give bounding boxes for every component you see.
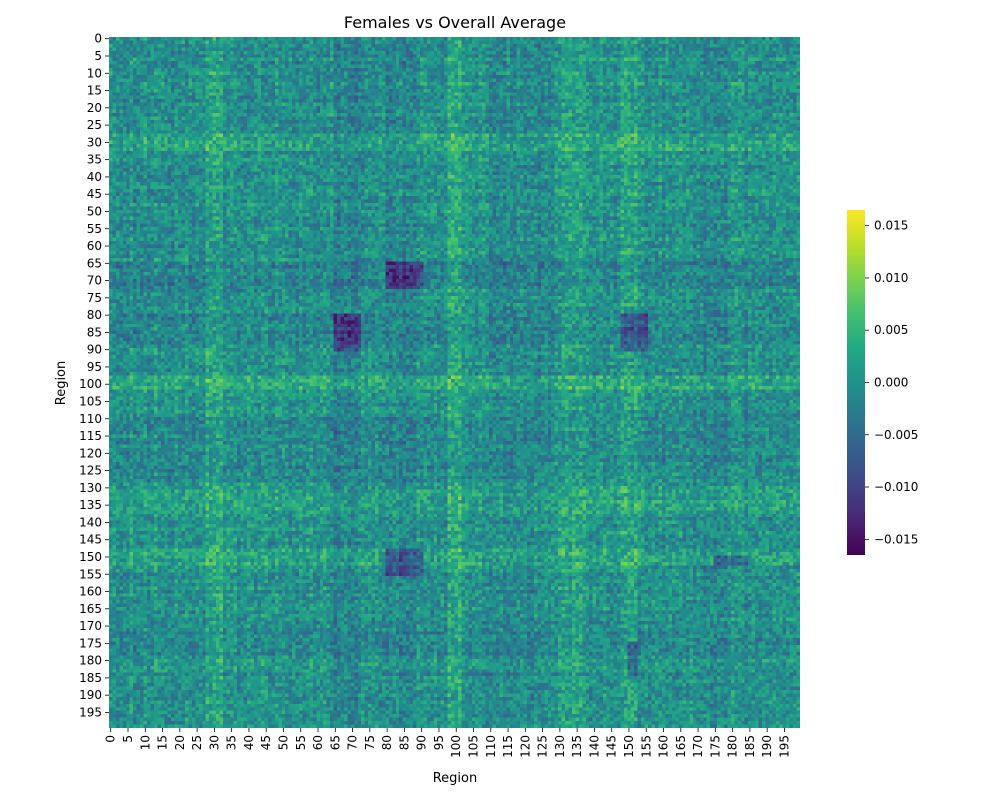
- x-tick-label: 50: [276, 735, 290, 750]
- colorbar-tick-label: 0.015: [874, 219, 908, 233]
- y-tick-label: 145: [79, 533, 102, 547]
- x-axis-label: Region: [433, 771, 478, 786]
- y-tick-label: 130: [79, 481, 102, 495]
- colorbar: −0.015 −0.010 −0.005 0.000 0.005 0.010 0.015: [847, 210, 918, 555]
- x-tick-label: 80: [380, 735, 394, 750]
- y-tick-label: 115: [79, 429, 102, 443]
- x-tick-label: 30: [207, 735, 221, 750]
- y-tick-label: 15: [87, 84, 102, 98]
- colorbar-tick-label: 0.000: [874, 376, 908, 390]
- x-tick-label: 190: [760, 735, 774, 758]
- y-tick-label: 105: [79, 395, 102, 409]
- x-tick-label: 180: [726, 735, 740, 758]
- x-tick-label: 10: [138, 735, 152, 750]
- x-tick-label: 150: [622, 735, 636, 758]
- y-tick-label: 0: [94, 32, 102, 46]
- x-tick-label: 85: [397, 735, 411, 750]
- colorbar-ticks: −0.015 −0.010 −0.005 0.000 0.005 0.010 0.015: [865, 219, 918, 546]
- x-tick-label: 95: [432, 735, 446, 750]
- y-tick-label: 195: [79, 705, 102, 719]
- y-axis-ticks: 0 5 10 15 20 25 30 35 40 45 50 55 60 65 70 75 80 85 90 95 10…: [79, 32, 109, 719]
- y-tick-label: 55: [87, 222, 102, 236]
- x-tick-label: 60: [311, 735, 325, 750]
- x-tick-label: 160: [657, 735, 671, 758]
- x-tick-label: 165: [674, 735, 688, 758]
- x-tick-label: 110: [484, 735, 498, 758]
- y-tick-label: 20: [87, 101, 102, 115]
- x-tick-label: 15: [156, 735, 170, 750]
- y-tick-label: 60: [87, 239, 102, 253]
- colorbar-tick-label: 0.010: [874, 271, 908, 285]
- x-tick-label: 100: [449, 735, 463, 758]
- x-axis-ticks: 0 5 10 15 20 25 30 35 40 45 50 55 60 65 70 75 80 85 90 95 10…: [104, 728, 791, 758]
- x-tick-label: 5: [121, 735, 135, 743]
- x-tick-label: 20: [173, 735, 187, 750]
- y-tick-label: 185: [79, 671, 102, 685]
- y-tick-label: 70: [87, 274, 102, 288]
- x-tick-label: 70: [346, 735, 360, 750]
- heatmap-cells: [109, 37, 800, 728]
- x-tick-label: 90: [415, 735, 429, 750]
- y-tick-label: 90: [87, 343, 102, 357]
- heatmap-grid: [109, 37, 800, 728]
- y-tick-label: 110: [79, 412, 102, 426]
- colorbar-tick-label: 0.005: [874, 323, 908, 337]
- x-tick-label: 175: [708, 735, 722, 758]
- x-tick-label: 155: [639, 735, 653, 758]
- y-tick-label: 180: [79, 654, 102, 668]
- x-tick-label: 125: [536, 735, 550, 758]
- x-tick-label: 130: [553, 735, 567, 758]
- y-tick-label: 165: [79, 602, 102, 616]
- x-tick-label: 140: [587, 735, 601, 758]
- y-tick-label: 80: [87, 308, 102, 322]
- y-tick-label: 45: [87, 187, 102, 201]
- colorbar-gradient: [847, 210, 865, 555]
- x-tick-label: 0: [104, 735, 118, 743]
- x-tick-label: 65: [328, 735, 342, 750]
- y-tick-label: 5: [94, 49, 102, 63]
- colorbar-tick-label: −0.010: [874, 480, 918, 494]
- chart-title: Females vs Overall Average: [344, 13, 566, 32]
- colorbar-tick-label: −0.015: [874, 532, 918, 546]
- y-tick-label: 95: [87, 360, 102, 374]
- y-tick-label: 150: [79, 550, 102, 564]
- y-tick-label: 10: [87, 66, 102, 80]
- y-tick-label: 40: [87, 170, 102, 184]
- colorbar-tick-label: −0.005: [874, 428, 918, 442]
- y-axis-label: Region: [54, 361, 69, 406]
- y-tick-label: 75: [87, 291, 102, 305]
- y-tick-label: 65: [87, 256, 102, 270]
- x-tick-label: 115: [501, 735, 515, 758]
- x-tick-label: 45: [259, 735, 273, 750]
- x-tick-label: 55: [294, 735, 308, 750]
- x-tick-label: 25: [190, 735, 204, 750]
- y-tick-label: 25: [87, 118, 102, 132]
- y-tick-label: 100: [79, 377, 102, 391]
- x-tick-label: 40: [242, 735, 256, 750]
- y-tick-label: 140: [79, 515, 102, 529]
- y-tick-label: 35: [87, 153, 102, 167]
- y-tick-label: 85: [87, 325, 102, 339]
- y-tick-label: 50: [87, 204, 102, 218]
- y-tick-label: 135: [79, 498, 102, 512]
- y-tick-label: 120: [79, 446, 102, 460]
- y-tick-label: 190: [79, 688, 102, 702]
- x-tick-label: 145: [605, 735, 619, 758]
- x-tick-label: 135: [570, 735, 584, 758]
- x-tick-label: 120: [518, 735, 532, 758]
- x-tick-label: 75: [363, 735, 377, 750]
- y-tick-label: 160: [79, 585, 102, 599]
- x-tick-label: 195: [777, 735, 791, 758]
- x-tick-label: 185: [743, 735, 757, 758]
- y-tick-label: 125: [79, 464, 102, 478]
- x-tick-label: 105: [467, 735, 481, 758]
- y-tick-label: 30: [87, 135, 102, 149]
- y-tick-label: 175: [79, 636, 102, 650]
- x-tick-label: 35: [225, 735, 239, 750]
- y-tick-label: 155: [79, 567, 102, 581]
- x-tick-label: 170: [691, 735, 705, 758]
- y-tick-label: 170: [79, 619, 102, 633]
